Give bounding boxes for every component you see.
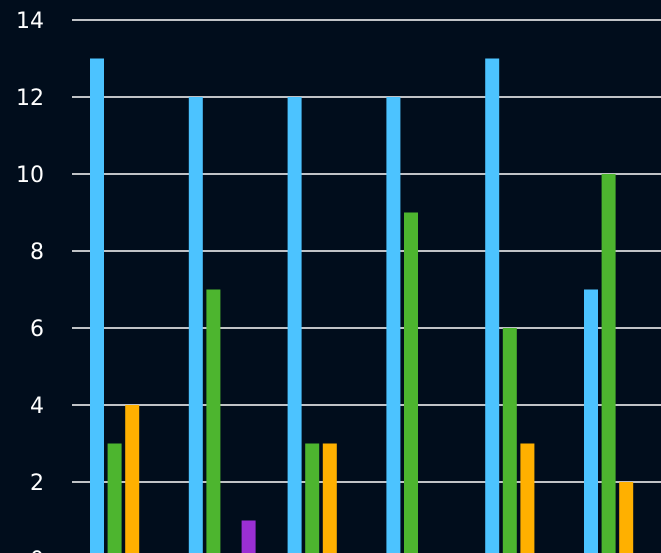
bar-series-3-group-6 [619, 482, 634, 553]
bar-series-1-group-2 [188, 97, 203, 553]
bar-series-1-group-1 [90, 58, 104, 553]
y-tick-label-12: 12 [16, 86, 44, 111]
bar-series-1-group-4 [386, 97, 401, 553]
bars [90, 58, 634, 553]
bar-series-2-group-2 [206, 289, 221, 553]
bar-series-2-group-3 [305, 443, 320, 553]
bar-series-3-group-5 [520, 443, 535, 553]
bar-series-2-group-4 [404, 212, 418, 553]
y-tick-labels: 0 2 4 6 8 10 12 14 [16, 9, 44, 553]
y-tick-label-10: 10 [16, 163, 44, 188]
bar-series-2-group-5 [502, 328, 517, 553]
bar-series-1-group-3 [287, 97, 302, 553]
bar-series-1-group-5 [485, 58, 500, 553]
bar-series-2-group-6 [601, 174, 616, 553]
bar-series-3-group-3 [322, 443, 337, 553]
grid-lines [72, 19, 661, 483]
y-tick-label-0: 0 [30, 548, 44, 553]
bar-series-3-group-1 [125, 405, 140, 553]
bar-series-2-group-1 [107, 443, 122, 553]
bar-series-4-group-2 [241, 520, 256, 553]
y-tick-label-8: 8 [30, 240, 44, 265]
y-tick-label-6: 6 [30, 317, 44, 342]
y-tick-label-14: 14 [16, 9, 44, 34]
y-tick-label-4: 4 [30, 394, 44, 419]
bar-series-1-group-6 [584, 289, 598, 553]
y-tick-label-2: 2 [30, 471, 44, 496]
